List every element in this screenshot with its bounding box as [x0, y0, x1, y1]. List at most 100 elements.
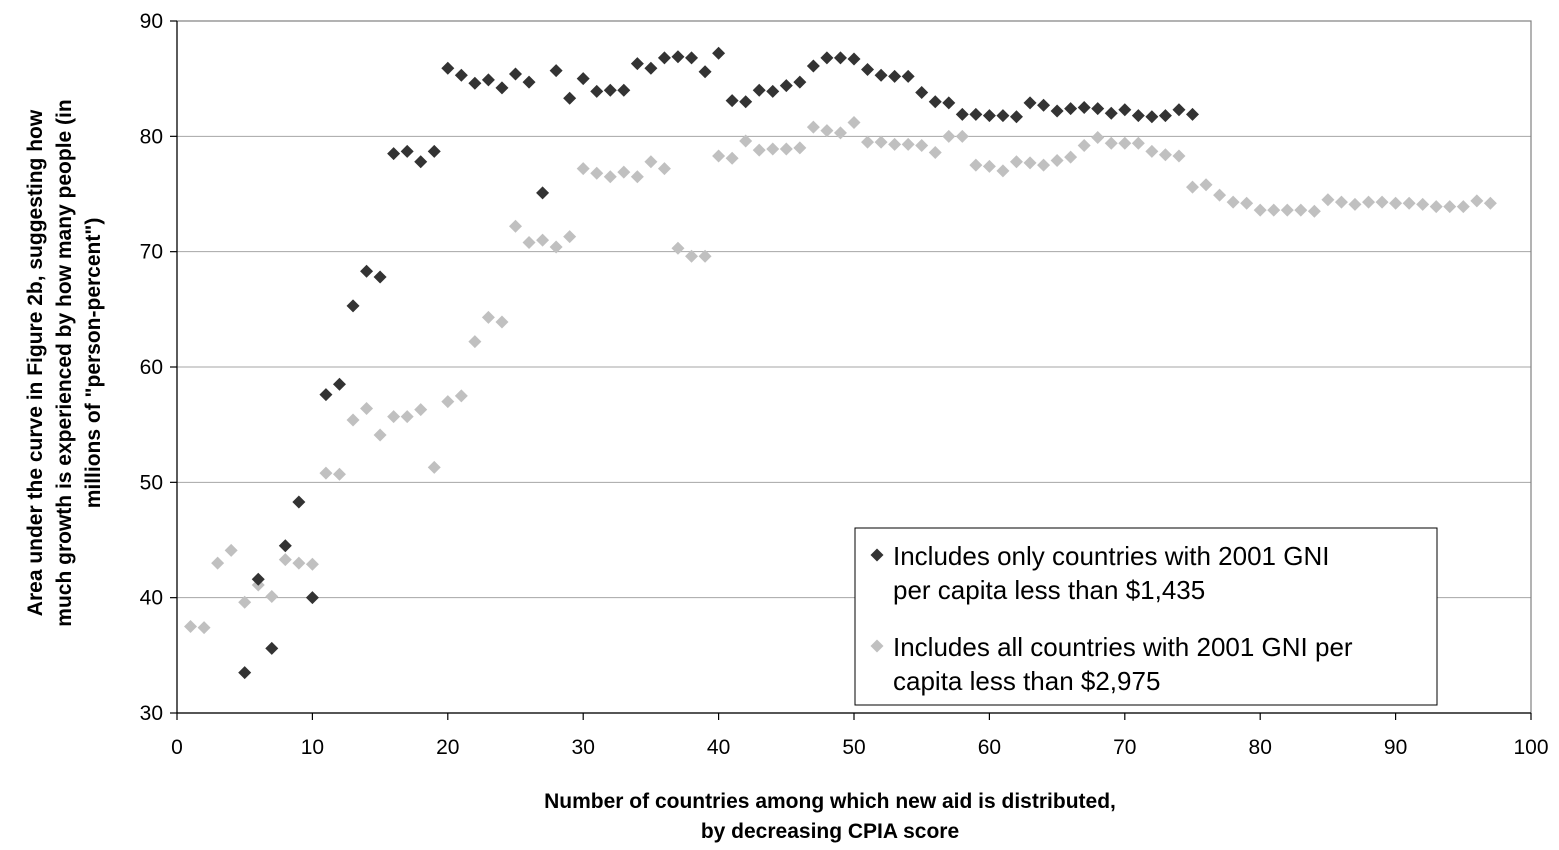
data-point-series-2 — [874, 135, 888, 149]
data-point-series-2 — [224, 543, 238, 557]
data-point-series-2 — [1429, 200, 1443, 214]
data-point-series-2 — [901, 137, 915, 151]
data-point-series-1 — [888, 69, 902, 83]
data-point-series-2 — [1226, 195, 1240, 209]
data-point-series-2 — [1077, 139, 1091, 153]
x-tick-label: 30 — [572, 736, 595, 759]
data-point-series-2 — [1009, 155, 1023, 169]
data-point-series-2 — [793, 141, 807, 155]
data-point-series-1 — [847, 52, 861, 66]
legend-box — [854, 527, 1438, 706]
data-point-series-2 — [833, 126, 847, 140]
x-tick-label: 40 — [707, 736, 730, 759]
legend-entry-series-2-line-2: capita less than $2,975 — [893, 666, 1160, 696]
data-point-series-2 — [1334, 195, 1348, 209]
x-tick-label: 60 — [978, 736, 1001, 759]
data-point-series-2 — [1456, 200, 1470, 214]
data-point-series-2 — [820, 124, 834, 138]
data-point-series-2 — [1131, 136, 1145, 150]
y-tick-label: 40 — [140, 587, 163, 610]
data-point-series-2 — [1091, 130, 1105, 144]
data-point-series-1 — [739, 95, 753, 109]
data-point-series-2 — [712, 149, 726, 163]
data-point-series-1 — [414, 155, 428, 169]
data-point-series-1 — [522, 75, 536, 89]
data-point-series-1 — [1145, 110, 1159, 124]
x-tick-label: 100 — [1513, 736, 1548, 759]
data-point-series-2 — [955, 129, 969, 143]
data-point-series-1 — [509, 67, 522, 81]
data-point-series-1 — [536, 186, 550, 200]
data-point-series-2 — [1064, 150, 1078, 164]
y-tick-label: 70 — [140, 241, 163, 264]
data-point-series-1 — [346, 299, 360, 313]
data-point-series-2 — [536, 233, 550, 247]
x-tick-label: 90 — [1384, 736, 1407, 759]
data-point-series-1 — [969, 107, 983, 121]
data-point-series-2 — [725, 151, 739, 165]
data-point-series-2 — [1470, 194, 1484, 208]
data-point-series-1 — [996, 109, 1010, 123]
data-points — [184, 46, 1497, 680]
data-point-series-1 — [603, 83, 617, 97]
data-point-series-2 — [1443, 200, 1457, 214]
data-point-series-2 — [888, 137, 902, 151]
data-point-series-1 — [400, 144, 414, 158]
data-point-series-2 — [400, 410, 414, 424]
data-point-series-1 — [915, 86, 929, 100]
data-point-series-1 — [1077, 101, 1091, 114]
data-point-series-1 — [779, 79, 793, 93]
legend-marker-series-2 — [870, 639, 884, 653]
data-point-series-1 — [454, 68, 468, 82]
data-point-series-2 — [373, 428, 387, 442]
data-point-series-2 — [332, 467, 346, 481]
data-point-series-1 — [1023, 96, 1037, 110]
data-point-series-2 — [982, 159, 996, 173]
legend-entry-series-1-line-1: Includes only countries with 2001 GNI — [893, 541, 1329, 571]
data-point-series-1 — [1131, 109, 1145, 123]
data-point-series-2 — [441, 395, 455, 409]
data-point-series-1 — [1050, 104, 1064, 118]
legend-entry-series-1-line-2: per capita less than $1,435 — [893, 575, 1205, 605]
x-axis-title-line-1: Number of countries among which new aid … — [544, 790, 1116, 813]
data-point-series-2 — [509, 219, 522, 233]
data-point-series-1 — [671, 50, 685, 64]
data-point-series-2 — [576, 162, 590, 176]
data-point-series-2 — [915, 139, 929, 153]
data-point-series-1 — [292, 495, 306, 509]
x-tick-label: 0 — [171, 736, 183, 759]
data-point-series-2 — [847, 115, 861, 129]
x-tick-label: 20 — [436, 736, 459, 759]
data-point-series-2 — [698, 249, 712, 263]
data-point-series-1 — [752, 83, 766, 97]
x-tick-label: 70 — [1113, 736, 1136, 759]
data-point-series-2 — [1402, 196, 1416, 210]
y-axis-title-line-1: Area under the curve in Figure 2b, sugge… — [24, 109, 47, 616]
legend-marker-series-1 — [870, 548, 884, 562]
data-point-series-2 — [265, 590, 279, 604]
data-point-series-1 — [1064, 102, 1078, 116]
x-tick-label: 10 — [301, 736, 324, 759]
data-point-series-2 — [617, 165, 631, 179]
data-point-series-2 — [779, 142, 793, 156]
data-point-series-2 — [766, 142, 780, 156]
data-point-series-2 — [387, 410, 401, 424]
data-point-series-1 — [332, 377, 346, 391]
data-point-series-2 — [346, 413, 360, 427]
data-point-series-2 — [1186, 180, 1199, 194]
data-point-series-1 — [874, 68, 888, 82]
data-point-series-1 — [441, 61, 455, 75]
data-point-series-2 — [481, 310, 495, 324]
data-point-series-2 — [184, 620, 198, 633]
data-point-series-1 — [630, 57, 644, 71]
data-point-series-2 — [1348, 197, 1362, 211]
y-axis-ticks: 30 40 50 60 70 80 90 — [140, 10, 177, 725]
data-point-series-1 — [265, 641, 279, 655]
data-point-series-2 — [414, 403, 428, 417]
data-point-series-2 — [319, 466, 333, 480]
data-point-series-2 — [1199, 178, 1213, 192]
horizontal-gridlines — [177, 20, 1531, 599]
data-point-series-1 — [982, 109, 996, 123]
data-point-series-2 — [1294, 203, 1308, 217]
data-point-series-1 — [1158, 109, 1172, 123]
